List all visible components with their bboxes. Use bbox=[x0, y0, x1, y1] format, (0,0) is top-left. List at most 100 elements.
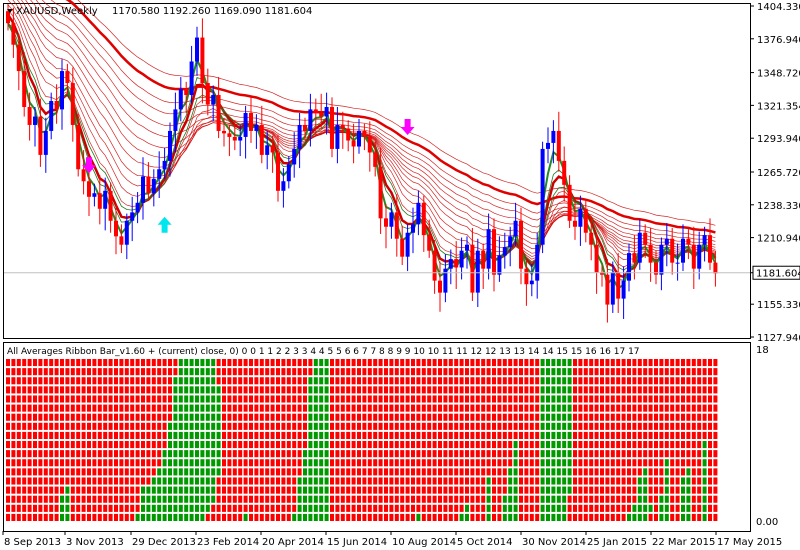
ribbon-cell-bear bbox=[524, 395, 529, 403]
ribbon-cell-bear bbox=[416, 422, 421, 430]
ribbon-cell-bear bbox=[259, 513, 264, 521]
ribbon-cell-bear bbox=[303, 359, 307, 367]
ribbon-cell-bear bbox=[335, 395, 340, 403]
ribbon-cell-bear bbox=[686, 404, 691, 412]
ribbon-cell-bear bbox=[713, 459, 718, 467]
ribbon-cell-bear bbox=[632, 413, 637, 421]
collapse-icon[interactable] bbox=[7, 9, 13, 13]
ribbon-cell-bear bbox=[691, 441, 696, 449]
ribbon-cell-bear bbox=[535, 422, 540, 430]
ribbon-cell-bear bbox=[270, 359, 275, 367]
ribbon-cell-bear bbox=[6, 513, 10, 521]
ribbon-cell-bear bbox=[713, 513, 718, 521]
bear-candle bbox=[76, 124, 81, 170]
ribbon-cell-bear bbox=[151, 413, 156, 421]
ribbon-cell-bear bbox=[330, 477, 334, 485]
ribbon-cell-bear bbox=[648, 413, 653, 421]
x-tick-label: 8 Sep 2013 bbox=[4, 537, 61, 548]
ribbon-cell-bear bbox=[481, 368, 486, 376]
ribbon-cell-bear bbox=[162, 395, 167, 403]
ribbon-cell-bull bbox=[216, 422, 221, 430]
ribbon-cell-bear bbox=[654, 377, 658, 385]
ribbon-cell-bull bbox=[508, 468, 513, 476]
ribbon-cell-bear bbox=[513, 368, 518, 376]
ribbon-cell-bear bbox=[384, 504, 388, 512]
ribbon-cell-bear bbox=[27, 377, 32, 385]
ribbon-ma-line bbox=[25, 0, 716, 250]
ribbon-cell-bear bbox=[270, 441, 275, 449]
ribbon-cell-bear bbox=[357, 395, 361, 403]
ribbon-cell-bull bbox=[168, 513, 172, 521]
ribbon-cell-bear bbox=[427, 395, 432, 403]
ribbon-cell-bear bbox=[351, 422, 356, 430]
ribbon-cell-bear bbox=[708, 513, 712, 521]
ribbon-cell-bull bbox=[308, 386, 313, 394]
ribbon-cell-bear bbox=[632, 450, 637, 458]
ribbon-cell-bear bbox=[508, 386, 513, 394]
ribbon-cell-bear bbox=[394, 395, 399, 403]
ribbon-cell-bull bbox=[513, 459, 518, 467]
ribbon-cell-bear bbox=[362, 441, 367, 449]
ribbon-cell-bear bbox=[49, 413, 54, 421]
ribbon-cell-bear bbox=[157, 386, 162, 394]
ribbon-cell-bear bbox=[281, 413, 286, 421]
ribbon-cell-bear bbox=[243, 431, 248, 439]
ribbon-cell-bear bbox=[373, 431, 378, 439]
ribbon-cell-bear bbox=[92, 459, 97, 467]
ribbon-cell-bear bbox=[216, 368, 221, 376]
ribbon-cell-bull bbox=[540, 477, 545, 485]
ribbon-cell-bear bbox=[405, 468, 410, 476]
ribbon-cell-bear bbox=[405, 459, 410, 467]
ribbon-cell-bear bbox=[648, 368, 653, 376]
ribbon-cell-bull bbox=[195, 368, 199, 376]
ribbon-cell-bull bbox=[173, 441, 178, 449]
ribbon-cell-bear bbox=[627, 477, 631, 485]
ribbon-cell-bear bbox=[421, 513, 426, 521]
ribbon-cell-bull bbox=[540, 441, 545, 449]
ribbon-cell-bear bbox=[119, 404, 124, 412]
ribbon-cell-bear bbox=[124, 359, 129, 367]
ribbon-cell-bear bbox=[648, 431, 653, 439]
ribbon-cell-bull bbox=[313, 395, 318, 403]
ribbon-cell-bull bbox=[686, 513, 691, 521]
ribbon-cell-bear bbox=[367, 368, 372, 376]
ribbon-cell-bull bbox=[184, 486, 189, 494]
ribbon-cell-bear bbox=[427, 422, 432, 430]
ribbon-cell-bear bbox=[135, 395, 140, 403]
ribbon-cell-bull bbox=[502, 513, 507, 521]
ribbon-cell-bear bbox=[389, 422, 394, 430]
ribbon-cell-bear bbox=[346, 459, 351, 467]
ribbon-cell-bull bbox=[513, 477, 518, 485]
ribbon-cell-bear bbox=[330, 422, 334, 430]
ribbon-cell-bear bbox=[443, 441, 448, 449]
ribbon-cell-bear bbox=[330, 404, 334, 412]
ribbon-cell-bull bbox=[216, 468, 221, 476]
ribbon-cell-bear bbox=[265, 459, 270, 467]
ribbon-cell-bear bbox=[297, 395, 302, 403]
candles bbox=[6, 4, 718, 323]
ribbon-cell-bear bbox=[222, 486, 226, 494]
bear-candle bbox=[16, 44, 21, 72]
bull-candle bbox=[130, 212, 135, 221]
ribbon-cell-bull bbox=[189, 404, 194, 412]
ribbon-cell-bear bbox=[362, 477, 367, 485]
ribbon-cell-bear bbox=[470, 386, 475, 394]
ribbon-cell-bear bbox=[249, 386, 253, 394]
ribbon-cell-bear bbox=[97, 477, 102, 485]
ribbon-cell-bear bbox=[38, 459, 43, 467]
ribbon-cell-bear bbox=[146, 459, 151, 467]
subwindow-title-bg bbox=[4, 344, 504, 356]
bull-candle bbox=[659, 244, 664, 275]
ribbon-cell-bear bbox=[438, 422, 442, 430]
ribbon-cell-bear bbox=[286, 450, 291, 458]
ribbon-cell-bear bbox=[438, 441, 442, 449]
ribbon-cell-bear bbox=[11, 459, 16, 467]
ribbon-cell-bear bbox=[686, 395, 691, 403]
ribbon-cell-bear bbox=[43, 413, 48, 421]
ribbon-cell-bull bbox=[702, 495, 707, 503]
ribbon-cell-bear bbox=[351, 359, 356, 367]
ribbon-cell-bull bbox=[546, 450, 550, 458]
bull-candle bbox=[265, 145, 270, 155]
ribbon-cell-bear bbox=[389, 459, 394, 467]
ribbon-cell-bull bbox=[659, 504, 664, 512]
